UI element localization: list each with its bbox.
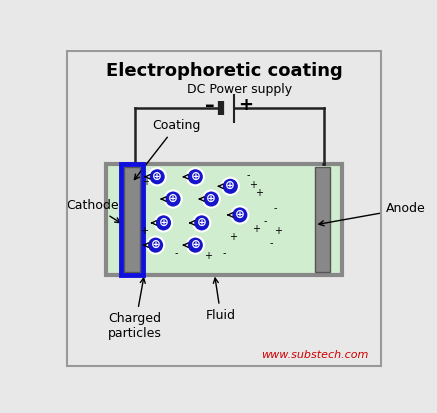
Circle shape: [149, 168, 166, 185]
Text: ⊕: ⊕: [191, 238, 200, 251]
Text: +: +: [252, 224, 260, 234]
Circle shape: [187, 168, 204, 185]
Text: ⊕: ⊕: [197, 216, 207, 229]
Text: ⊕: ⊕: [191, 170, 200, 183]
Text: ⊕: ⊕: [235, 208, 245, 221]
Circle shape: [231, 206, 249, 223]
Text: –: –: [205, 96, 215, 115]
Circle shape: [147, 237, 164, 254]
Text: -: -: [273, 204, 277, 214]
Text: -: -: [270, 239, 274, 249]
Bar: [315, 167, 330, 272]
Text: +: +: [140, 226, 149, 236]
Text: +: +: [204, 251, 212, 261]
Circle shape: [164, 190, 182, 208]
Circle shape: [155, 214, 172, 231]
Text: -: -: [174, 248, 178, 258]
Text: +: +: [229, 232, 237, 242]
Text: Charged
particles: Charged particles: [108, 278, 162, 340]
Bar: [121, 164, 143, 275]
Text: -: -: [246, 170, 250, 180]
Text: Cathode: Cathode: [66, 199, 120, 223]
Text: ⊕: ⊕: [159, 216, 169, 229]
Text: +: +: [274, 226, 282, 236]
Text: ⊕: ⊕: [206, 192, 216, 205]
Circle shape: [203, 190, 220, 208]
Text: +: +: [238, 96, 253, 114]
Text: +: +: [255, 188, 263, 198]
Text: Electrophoretic coating: Electrophoretic coating: [106, 62, 342, 80]
Text: DC Power supply: DC Power supply: [187, 83, 292, 96]
Text: Coating: Coating: [135, 119, 201, 180]
Text: Fluid: Fluid: [206, 278, 236, 322]
Text: +: +: [142, 176, 150, 187]
Text: ⊕: ⊕: [168, 192, 178, 205]
Text: Anode: Anode: [319, 202, 426, 226]
Circle shape: [222, 178, 239, 195]
Text: www.substech.com: www.substech.com: [261, 350, 369, 360]
Text: -: -: [264, 216, 267, 226]
Bar: [124, 167, 140, 272]
Circle shape: [187, 237, 204, 254]
Text: ⊕: ⊕: [225, 179, 235, 192]
Bar: [106, 164, 342, 275]
Circle shape: [193, 214, 210, 231]
Text: +: +: [249, 180, 257, 190]
Text: ⊕: ⊕: [151, 238, 160, 251]
Text: -: -: [222, 248, 226, 258]
Text: ⊕: ⊕: [152, 170, 162, 183]
